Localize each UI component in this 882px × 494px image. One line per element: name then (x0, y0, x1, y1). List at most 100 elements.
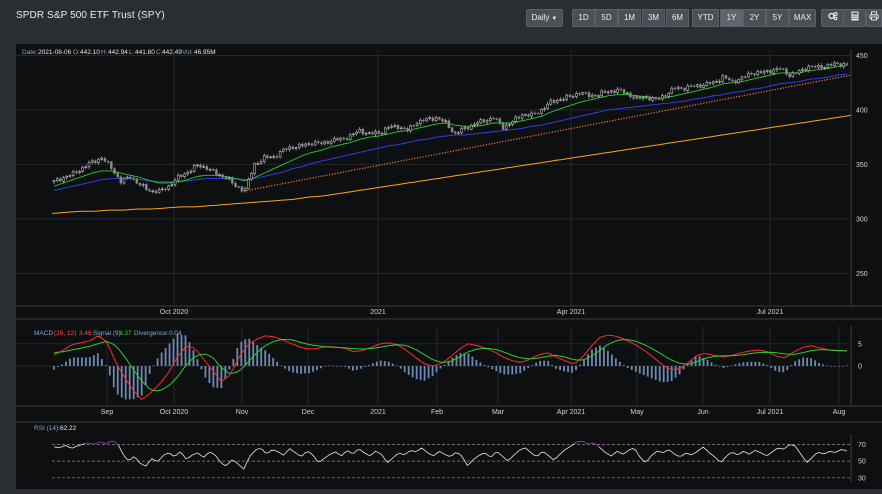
candle-down (594, 94, 597, 97)
candle-down (536, 112, 540, 115)
candle-up (282, 148, 285, 152)
range-1m-button[interactable]: 1M (618, 9, 641, 27)
macd-histogram-bar (73, 357, 75, 366)
price-tick-label: 300 (856, 216, 868, 223)
macd-histogram-bar (726, 366, 729, 367)
macd-x-tick-label: Mar (492, 409, 505, 416)
macd-histogram-bar (686, 364, 689, 366)
macd-x-tick-label: 2021 (370, 409, 386, 416)
candle-down (648, 96, 651, 101)
range-1d-button[interactable]: 1D (572, 9, 595, 27)
macd-histogram-bar (630, 366, 633, 370)
macd-histogram-bar (403, 366, 406, 373)
candle-up (368, 132, 371, 134)
range-6m-button[interactable]: 6M (666, 9, 689, 27)
candle-up (256, 163, 260, 165)
header-bar: SPDR S&P 500 ETF Trust (SPY) Daily ▼ 1D 5… (0, 0, 882, 36)
main-price-panel: 250 300 350 400 450 Oct 2020 2021 Apr 2021 Jul … (16, 50, 882, 316)
range-3m-button[interactable]: 3M (642, 9, 665, 27)
candle-up (775, 68, 779, 71)
macd-histogram-bar (172, 338, 175, 366)
range-max-button[interactable]: MAX (789, 9, 816, 27)
macd-histogram-bar (678, 366, 681, 375)
candle-up (250, 173, 253, 180)
macd-histogram-bar (284, 366, 287, 369)
candle-down (164, 188, 167, 191)
macd-legend-value: 3.46 (79, 330, 92, 337)
calculator-button[interactable] (843, 9, 866, 27)
macd-histogram-bar (224, 366, 227, 379)
candle-up (555, 99, 559, 103)
candle-up (546, 103, 549, 110)
macd-histogram-bar (483, 365, 486, 366)
candle-down (135, 178, 139, 184)
candle-down (769, 70, 772, 74)
candle-down (59, 178, 62, 182)
chart-area[interactable]: 250 300 350 400 450 Oct 2020 2021 Apr 2021 Jul … (16, 44, 882, 489)
macd-histogram-bar (176, 334, 179, 366)
macd-histogram-bar (614, 358, 617, 366)
candle-up (571, 96, 575, 98)
range-2y-button[interactable]: 2Y (743, 9, 766, 27)
legend-high-label: H: (101, 49, 108, 56)
print-button[interactable] (866, 9, 882, 27)
candle-up (581, 92, 584, 95)
candle-up (259, 161, 263, 164)
candle-up (380, 132, 384, 135)
candle-up (202, 166, 205, 168)
candle-up (100, 158, 104, 160)
candle-up (549, 99, 553, 105)
macd-histogram-bar (132, 366, 135, 400)
macd-signal-value: 3.37 (119, 330, 132, 337)
candle-up (125, 176, 129, 179)
price-tick-label: 350 (856, 162, 868, 169)
candle-up (87, 162, 91, 168)
macd-legend-label: MACD (34, 330, 53, 337)
settings-button[interactable] (821, 9, 844, 27)
macd-histogram-bar (519, 366, 522, 374)
candle-down (692, 85, 696, 87)
macd-histogram-bar (583, 359, 585, 366)
candle-up (606, 91, 610, 94)
legend-low-label: L: (129, 49, 135, 56)
macd-histogram-bar (116, 366, 119, 395)
macd-histogram-bar (459, 353, 462, 366)
macd-tick-label: 0 (858, 364, 862, 371)
rsi-grid (16, 421, 882, 482)
macd-histogram-bar (124, 366, 127, 400)
interval-dropdown[interactable]: Daily ▼ (526, 9, 563, 27)
candle-up (253, 163, 256, 174)
macd-histogram-bar (379, 360, 382, 366)
legend-volume-value: 46.95M (194, 49, 216, 56)
candle-down (119, 176, 123, 184)
candle-up (183, 173, 186, 177)
macd-histogram-bar (232, 358, 235, 366)
rsi-tick-label: 50 (858, 459, 866, 466)
macd-histogram-bar (136, 366, 139, 398)
range-1y-button[interactable]: 1Y (720, 9, 743, 27)
candle-up (387, 127, 390, 129)
candle-down (734, 80, 737, 84)
candle-up (81, 166, 84, 172)
macd-histogram-bar (610, 354, 613, 366)
macd-x-tick-label: Nov (236, 409, 249, 416)
range-5y-button[interactable]: 5Y (766, 9, 789, 27)
macd-histogram-bar (730, 365, 733, 367)
candle-up (173, 179, 177, 186)
candle-up (323, 141, 326, 145)
range-5d-button[interactable]: 5D (595, 9, 618, 27)
macd-histogram-bar (96, 353, 99, 366)
candle-up (307, 143, 311, 145)
macd-histogram-bar (439, 366, 442, 369)
candle-up (740, 76, 744, 80)
range-ytd-button[interactable]: YTD (692, 9, 719, 27)
macd-histogram-bar (212, 366, 215, 388)
macd-histogram-bar (642, 366, 645, 376)
candle-up (71, 171, 75, 176)
macd-x-tick-label: Apr 2021 (557, 409, 586, 416)
macd-histogram-bar (666, 366, 669, 382)
candle-down (129, 176, 132, 179)
macd-histogram-bar (455, 355, 458, 366)
macd-histogram-bar (826, 365, 828, 367)
